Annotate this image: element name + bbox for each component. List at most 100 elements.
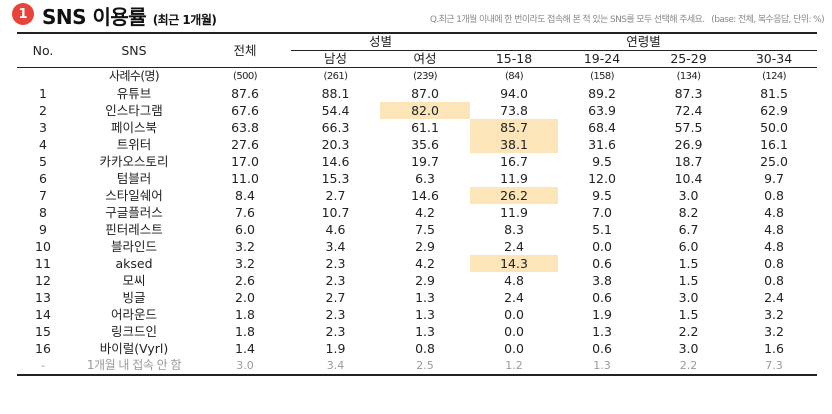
- sns-name: 카카오스토리: [99, 154, 169, 169]
- col-header-age-30-34: 30-34: [731, 50, 818, 68]
- table-row: 12 모씨 2.6 2.3 2.9 4.8 3.8 1.5 0.8: [17, 272, 817, 289]
- value-cell: 7.6: [235, 205, 255, 220]
- value-cell: 1.8: [235, 307, 255, 322]
- value-cell: 4.2: [415, 205, 435, 220]
- value-cell: 3.2: [764, 324, 784, 339]
- sns-name: 핀터레스트: [105, 222, 163, 237]
- value-cell: 82.0: [380, 102, 471, 119]
- value-cell: 26.2: [470, 187, 559, 204]
- value-cell: 2.0: [235, 290, 255, 305]
- value-cell: 26.9: [674, 137, 703, 152]
- value-cell: 0.8: [415, 341, 435, 356]
- sns-name: 트위터: [116, 137, 152, 152]
- value-cell: 4.6: [325, 222, 346, 237]
- value-cell: 35.6: [411, 137, 439, 152]
- table-row: 7 스타일쉐어 8.4 2.7 14.6 26.2 9.5 3.0 0.8: [17, 187, 817, 204]
- value-cell: 10.7: [321, 205, 350, 220]
- value-cell: 2.4: [764, 290, 784, 305]
- row-no: 16: [35, 341, 51, 356]
- value-cell: 87.6: [231, 86, 259, 101]
- value-cell: 17.0: [231, 154, 259, 169]
- value-cell: 12.0: [588, 171, 616, 186]
- sample-size-cell: (84): [504, 71, 524, 82]
- value-cell: 3.0: [678, 341, 699, 356]
- col-header-sns: SNS: [69, 33, 199, 68]
- sns-name: aksed: [115, 256, 153, 271]
- row-no: 11: [35, 256, 51, 271]
- value-cell: 3.4: [326, 359, 345, 372]
- value-cell: 85.7: [470, 119, 559, 136]
- value-cell: 2.9: [415, 239, 435, 254]
- sns-name: 빙글: [122, 290, 146, 305]
- row-no: 5: [39, 154, 47, 169]
- value-cell: 50.0: [760, 120, 788, 135]
- value-cell: 3.8: [592, 273, 612, 288]
- sample-size-row: 사례수(명) (500) (261) (239) (84) (158) (134) (124): [17, 68, 817, 86]
- sample-size-cell: (158): [590, 71, 614, 82]
- sample-size-cell: (134): [676, 71, 701, 82]
- value-cell: 3.0: [236, 359, 254, 372]
- title-main: SNS 이용률: [42, 5, 147, 29]
- question-text: Q.최근 1개월 이내에 한 번이라도 접속해 본 적 있는 SNS를 모두 선…: [429, 15, 705, 25]
- row-no: 15: [35, 324, 51, 339]
- sample-size-cell: (500): [233, 71, 257, 82]
- value-cell: 3.4: [325, 239, 346, 254]
- value-cell: 68.4: [588, 120, 616, 135]
- row-no: 2: [39, 103, 47, 118]
- group-header-age: 연령별: [470, 33, 818, 51]
- value-cell: 54.4: [321, 103, 350, 118]
- row-no: 8: [39, 205, 47, 220]
- row-no: 7: [39, 188, 47, 203]
- value-cell: 2.3: [325, 256, 346, 271]
- value-cell: 7.5: [415, 222, 435, 237]
- value-cell: 18.7: [674, 154, 703, 169]
- table-row: 15 링크드인 1.8 2.3 1.3 0.0 1.3 2.2 3.2: [17, 323, 817, 340]
- value-cell: 10.4: [674, 171, 703, 186]
- col-header-age-19-24: 19-24: [558, 50, 647, 68]
- value-cell: 67.6: [231, 103, 259, 118]
- value-cell: 11.9: [500, 171, 528, 186]
- value-cell: 81.5: [760, 86, 788, 101]
- table-row: 3 페이스북 63.8 66.3 61.1 85.7 68.4 57.5 50.0: [17, 119, 817, 136]
- sns-name: 링크드인: [110, 324, 157, 339]
- value-cell: 2.2: [679, 359, 698, 372]
- value-cell: 9.7: [764, 171, 784, 186]
- value-cell: 6.0: [235, 222, 255, 237]
- sns-name: 스타일쉐어: [105, 188, 163, 203]
- col-header-total: 전체: [199, 33, 291, 68]
- value-cell: 2.3: [325, 307, 346, 322]
- table-row: 4 트위터 27.6 20.3 35.6 38.1 31.6 26.9 16.1: [17, 136, 817, 153]
- sns-name: 인스타그램: [105, 103, 163, 118]
- value-cell: 1.5: [678, 273, 699, 288]
- row-no: 1: [39, 86, 47, 101]
- table-row: - 1개월 내 접속 안 함 3.0 3.4 2.5 1.2 1.3 2.2 7.3: [17, 357, 818, 375]
- value-cell: 27.6: [231, 137, 259, 152]
- value-cell: 4.8: [764, 239, 784, 254]
- table-row: 6 텀블러 11.0 15.3 6.3 11.9 12.0 10.4 9.7: [17, 170, 817, 187]
- value-cell: 0.0: [504, 307, 524, 322]
- value-cell: 6.7: [678, 222, 699, 237]
- value-cell: 2.3: [325, 273, 346, 288]
- row-no: 10: [35, 239, 51, 254]
- value-cell: 8.2: [678, 205, 699, 220]
- value-cell: 0.6: [592, 341, 612, 356]
- value-cell: 9.5: [592, 154, 612, 169]
- value-cell: 1.3: [593, 359, 611, 372]
- value-cell: 0.0: [504, 341, 524, 356]
- value-cell: 2.5: [416, 359, 434, 372]
- value-cell: 16.1: [760, 137, 788, 152]
- value-cell: 20.3: [321, 137, 350, 152]
- table-row: 16 바이럴(Vyrl) 1.4 1.9 0.8 0.0 0.6 3.0 1.6: [17, 340, 817, 357]
- row-no: 3: [39, 120, 47, 135]
- row-no: 6: [39, 171, 47, 186]
- value-cell: 1.6: [764, 341, 784, 356]
- table-row: 2 인스타그램 67.6 54.4 82.0 73.8 63.9 72.4 62.9: [17, 102, 817, 119]
- value-cell: 2.4: [504, 290, 524, 305]
- value-cell: 0.0: [592, 239, 612, 254]
- row-no: 14: [35, 307, 51, 322]
- value-cell: 1.3: [415, 307, 435, 322]
- title-period: (최근 1개월): [152, 13, 217, 27]
- sns-usage-table: No. SNS 전체 성별 연령별 남성 여성 15-18 19-24 25-2…: [17, 32, 818, 376]
- value-cell: 9.5: [592, 188, 612, 203]
- table-row: 11 aksed 3.2 2.3 4.2 14.3 0.6 1.5 0.8: [17, 255, 817, 272]
